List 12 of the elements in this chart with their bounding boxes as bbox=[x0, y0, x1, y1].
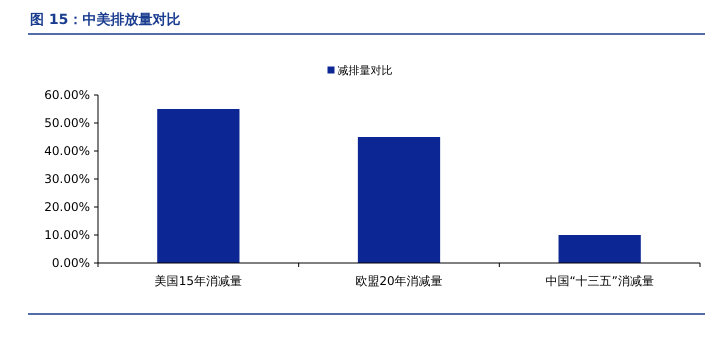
ytick: 40.00% bbox=[44, 144, 90, 158]
ytick: 30.00% bbox=[44, 172, 90, 186]
legend: 减排量对比 bbox=[338, 64, 392, 77]
xtick: 美国15年消减量 bbox=[154, 274, 242, 288]
xtick: 中国“十三五”消减量 bbox=[545, 274, 654, 288]
ytick: 50.00% bbox=[44, 116, 90, 130]
xtick: 欧盟20年消减量 bbox=[355, 274, 443, 288]
title: 图 15：中美排放量对比 bbox=[30, 12, 180, 28]
ytick: 0.00% bbox=[52, 256, 90, 270]
ytick: 60.00% bbox=[44, 88, 90, 102]
ytick: 10.00% bbox=[44, 228, 90, 242]
ytick: 20.00% bbox=[44, 200, 90, 214]
